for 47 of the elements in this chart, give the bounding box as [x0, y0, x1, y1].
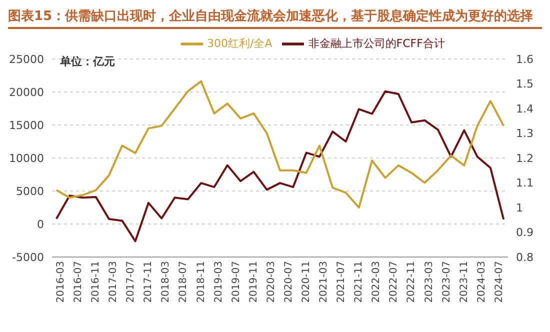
y2-tick-label: 1.2 — [516, 152, 534, 165]
y2-tick-label: 1 — [516, 201, 523, 214]
y-tick-label: 0 — [37, 218, 44, 231]
x-tick-label: 2016-03 — [55, 261, 66, 303]
x-tick-label: 2024-03 — [476, 261, 488, 303]
y2-tick-label: 1.4 — [516, 102, 534, 116]
x-tick-label: 2021-11 — [354, 261, 365, 303]
x-tick-label: 2017-11 — [143, 261, 154, 303]
y-tick-label: 25000 — [9, 52, 44, 66]
y2-tick-label: 1.5 — [516, 78, 534, 91]
y2-tick-label: 1.1 — [516, 176, 534, 190]
y2-tick-label: 0.8 — [516, 250, 534, 264]
y-tick-label: 20000 — [9, 86, 44, 99]
line-series — [55, 90, 505, 242]
x-tick-label: 2018-11 — [196, 261, 207, 303]
x-tick-label: 2019-07 — [230, 261, 242, 303]
x-tick-label: 2020-03 — [266, 261, 277, 303]
y-tick-label: 15000 — [9, 118, 44, 132]
legend-label: 300红利/全A — [207, 37, 272, 50]
x-tick-label: 2016-07 — [73, 261, 84, 303]
x-tick-label: 2022-07 — [388, 261, 400, 303]
x-tick-label: 2017-07 — [126, 261, 137, 303]
y2-tick-label: 1.6 — [516, 52, 534, 66]
y2-tick-label: 1.3 — [516, 127, 534, 140]
x-tick-label: 2019-03 — [213, 261, 224, 303]
chart-title: 图表15：供需缺口出现时，企业自由现金流就会加速恶化，基于股息确定性成为更好的选择 — [8, 8, 542, 29]
y-tick-label: -5000 — [12, 250, 44, 264]
x-tick-label: 2024-07 — [494, 261, 505, 303]
x-tick-label: 2017-03 — [108, 261, 120, 303]
x-tick-label: 2022-03 — [371, 261, 382, 303]
x-tick-label: 2018-07 — [178, 261, 190, 303]
y-tick-label: 5000 — [16, 184, 44, 198]
x-tick-label: 2023-07 — [441, 261, 452, 303]
x-tick-label: 2020-07 — [283, 261, 294, 303]
x-tick-label: 2022-11 — [406, 261, 418, 303]
x-tick-label: 2018-03 — [160, 261, 172, 303]
y2-tick-label: 0.9 — [516, 226, 534, 240]
x-tick-label: 2019-11 — [248, 261, 260, 303]
x-tick-label: 2021-07 — [336, 261, 348, 303]
line-series — [55, 80, 505, 208]
x-tick-label: 2023-11 — [458, 261, 470, 303]
y-tick-label: 10000 — [9, 152, 44, 165]
x-tick-label: 2016-11 — [90, 261, 102, 303]
x-tick-label: 2021-03 — [318, 261, 330, 303]
x-tick-label: 2023-03 — [424, 261, 435, 303]
legend-label: 非金融上市公司的FCFF合计 — [308, 37, 445, 50]
x-tick-label: 2020-11 — [301, 261, 312, 303]
